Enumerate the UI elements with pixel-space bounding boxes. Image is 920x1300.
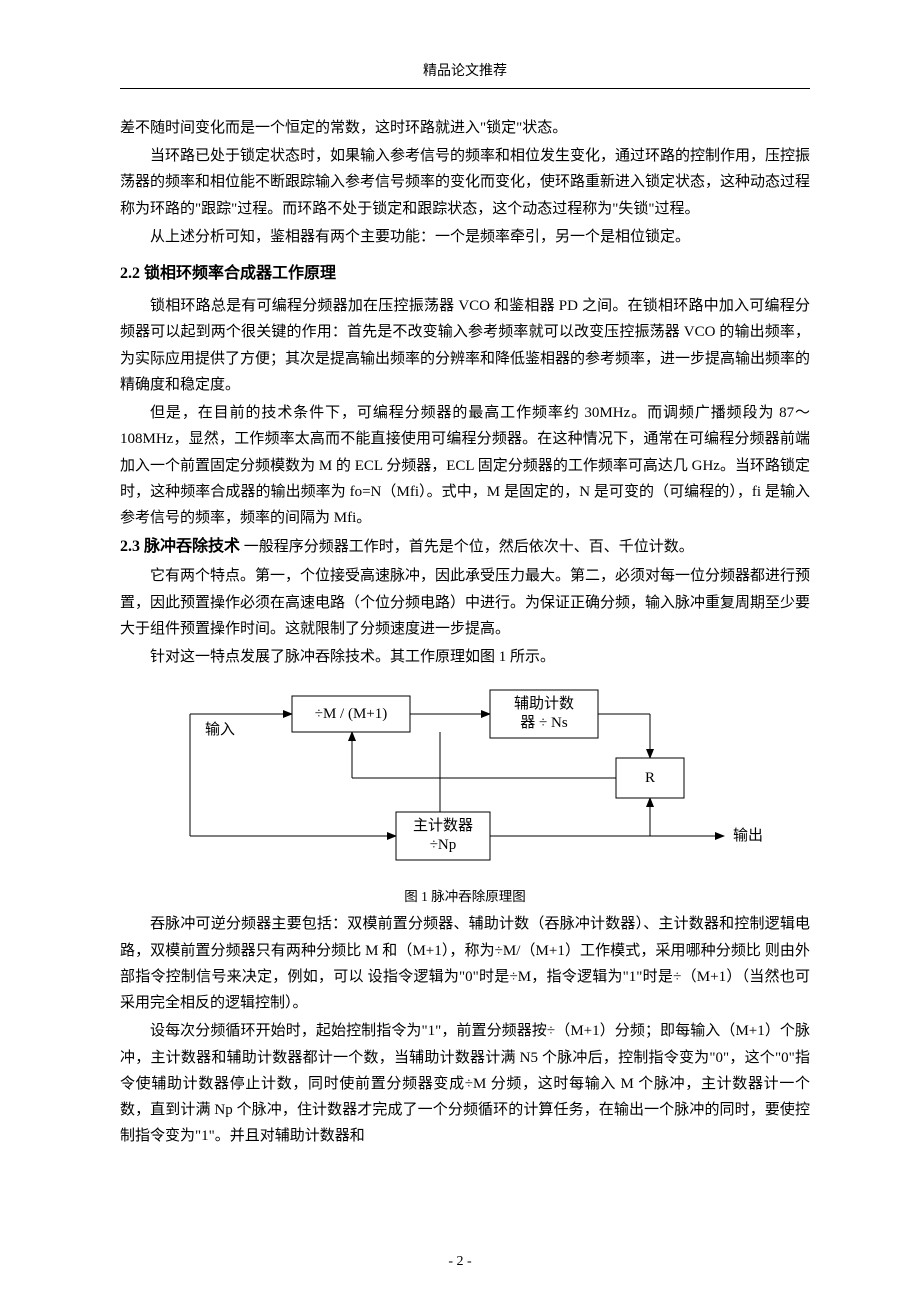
figure-1-caption: 图 1 脉冲吞除原理图 xyxy=(120,886,810,909)
figure-node-r: R xyxy=(616,758,684,798)
section-inline-text: 一般程序分频器工作时，首先是个位，然后依次十、百、千位计数。 xyxy=(240,539,694,555)
body-paragraph: 当环路已处于锁定状态时，如果输入参考信号的频率和相位发生变化，通过环路的控制作用… xyxy=(120,143,810,222)
body-paragraph: 吞脉冲可逆分频器主要包括：双模前置分频器、辅助计数（吞脉冲计数器）、主计数器和控… xyxy=(120,911,810,1016)
page-number: - 2 - xyxy=(0,1250,920,1274)
body-paragraph: 锁相环路总是有可编程分频器加在压控振荡器 VCO 和鉴相器 PD 之间。在锁相环… xyxy=(120,293,810,398)
body-paragraph: 从上述分析可知，鉴相器有两个主要功能：一个是频率牵引，另一个是相位锁定。 xyxy=(120,224,810,250)
figure-node-output_label: 输出 xyxy=(728,826,768,846)
page-header-title: 精品论文推荐 xyxy=(120,60,810,84)
figure-node-aux: 辅助计数 器 ÷ Ns xyxy=(490,690,598,738)
figure-node-div_m: ÷M / (M+1) xyxy=(292,696,410,732)
body-paragraph: 设每次分频循环开始时，起始控制指令为"1"，前置分频器按÷（M+1）分频；即每输… xyxy=(120,1018,810,1149)
figure-node-main: 主计数器 ÷Np xyxy=(396,812,490,860)
figure-1-pulse-swallow: 输入 ÷M / (M+1) 辅助计数 器 ÷ Ns R 主计数器 ÷Np 输出 xyxy=(120,674,810,884)
header-rule xyxy=(120,88,810,89)
body-paragraph: 但是，在目前的技术条件下，可编程分频器的最高工作频率约 30MHz。而调频广播频… xyxy=(120,400,810,531)
body-paragraph: 它有两个特点。第一，个位接受高速脉冲，因此承受压力最大。第二，必须对每一位分频器… xyxy=(120,563,810,642)
section-number: 2.2 xyxy=(120,265,140,282)
section-title: 脉冲吞除技术 xyxy=(140,538,240,555)
section-heading-2-3-line: 2.3 脉冲吞除技术 一般程序分频器工作时，首先是个位，然后依次十、百、千位计数… xyxy=(120,533,810,561)
section-number: 2.3 xyxy=(120,538,140,555)
section-title: 锁相环频率合成器工作原理 xyxy=(140,265,336,282)
figure-node-input_label: 输入 xyxy=(200,720,240,740)
page: 精品论文推荐 差不随时间变化而是一个恒定的常数，这时环路就进入"锁定"状态。 当… xyxy=(0,0,920,1300)
section-heading-2-2: 2.2 锁相环频率合成器工作原理 xyxy=(120,260,810,287)
body-paragraph: 差不随时间变化而是一个恒定的常数，这时环路就进入"锁定"状态。 xyxy=(120,115,810,141)
body-paragraph: 针对这一特点发展了脉冲吞除技术。其工作原理如图 1 所示。 xyxy=(120,644,810,670)
